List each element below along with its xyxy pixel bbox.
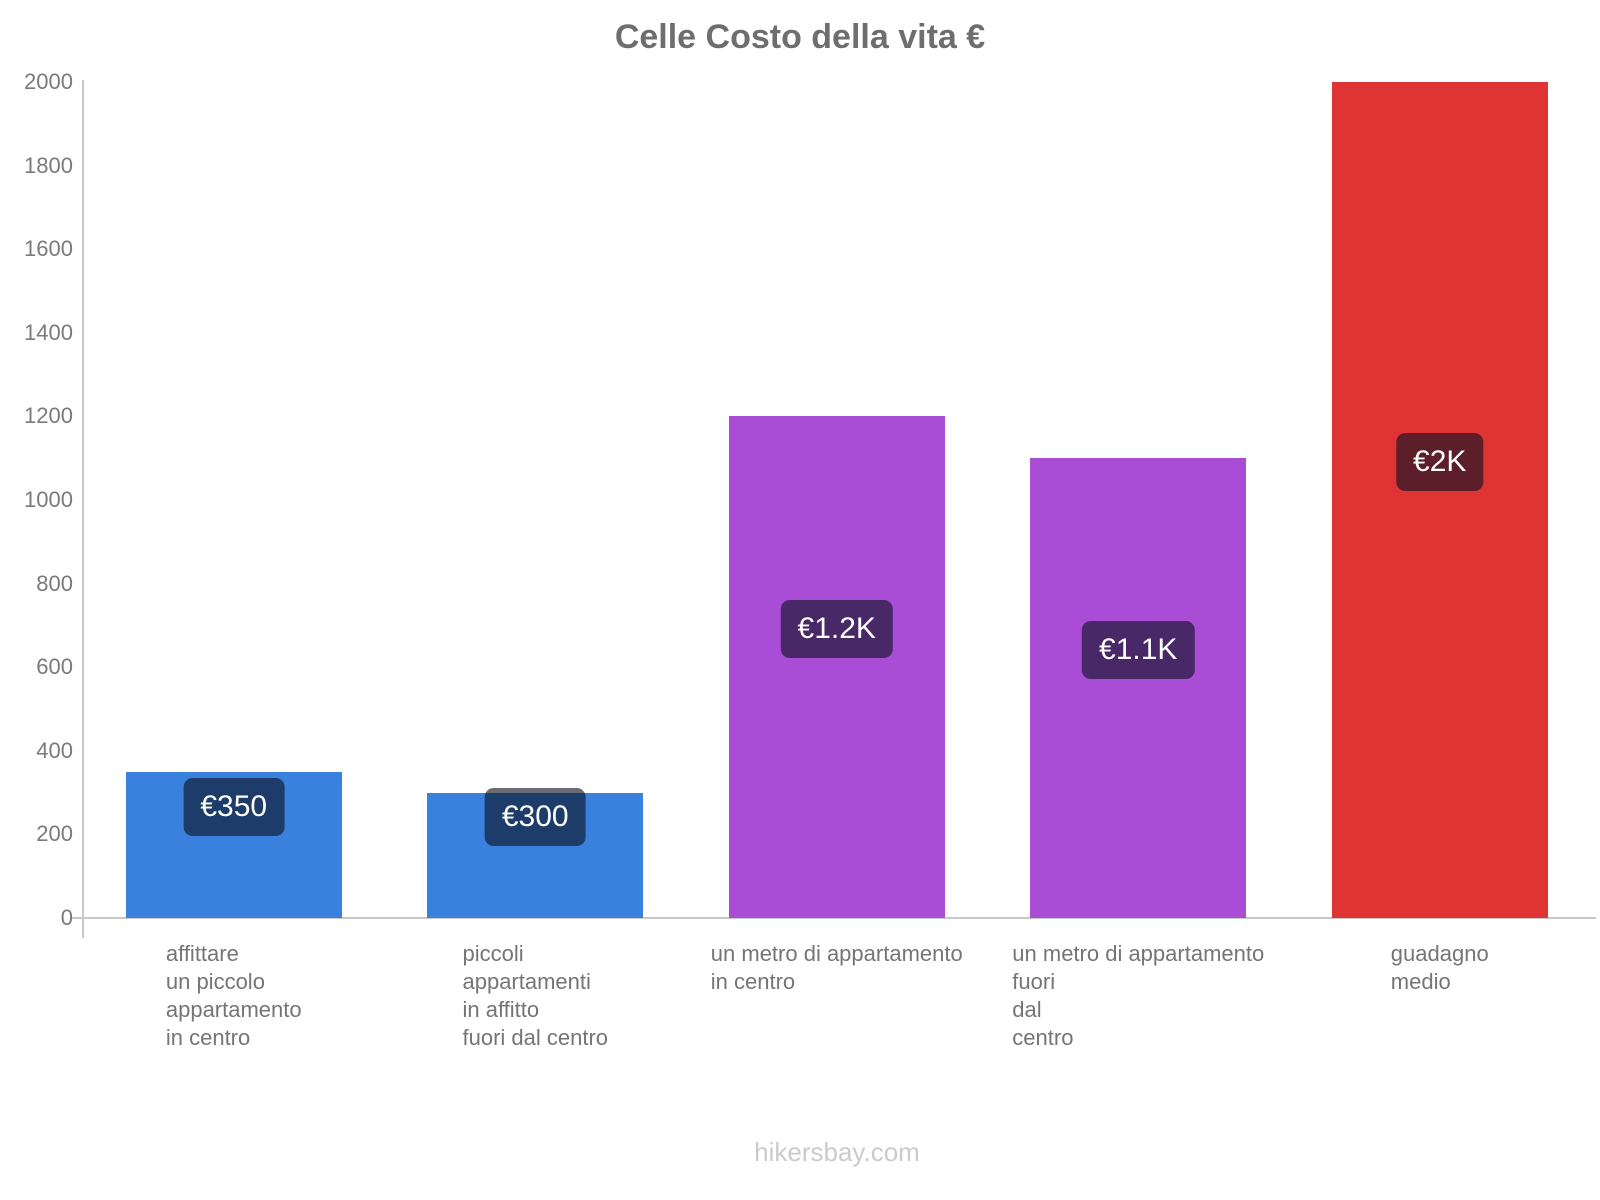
x-axis-label-line: dal <box>1012 997 1042 1022</box>
x-axis-label-line: appartamento <box>165 997 302 1022</box>
y-axis-tick-label: 0 <box>60 905 73 930</box>
value-badge: €300 <box>484 788 586 847</box>
x-axis-label: un metro di appartamento in centro <box>711 940 963 996</box>
y-axis-tick-label: 400 <box>36 737 73 763</box>
y-axis-tick-label: 1200 <box>24 403 73 429</box>
x-axis-label-line: in centro <box>165 1025 251 1050</box>
value-badge: €1.1K <box>1082 621 1195 680</box>
y-axis-tick-label: 600 <box>36 654 73 680</box>
x-axis-line <box>70 917 1596 919</box>
x-axis-label-line: fuori <box>1012 969 1056 994</box>
y-axis-tick-label: 1400 <box>24 319 73 345</box>
x-axis-label-line: un metro di appartamento <box>1012 941 1265 966</box>
value-badge: €2K <box>1396 433 1484 491</box>
y-axis-tick-label: 1000 <box>24 487 73 512</box>
bar-m2-centro[interactable] <box>728 416 945 918</box>
x-axis-label-line: centro <box>1012 1025 1074 1050</box>
y-axis-tick-label: 1600 <box>24 236 73 262</box>
x-axis-label-line: in affitto <box>462 997 540 1022</box>
x-axis-label-line: appartamenti <box>462 969 591 994</box>
y-axis-tick-label: 2000 <box>24 69 73 94</box>
chart-title: Celle Costo della vita € <box>614 18 986 56</box>
x-axis-label: guadagno medio <box>1391 940 1489 996</box>
x-axis-label-line: un piccolo <box>165 969 265 994</box>
y-axis-tick-label: 200 <box>36 821 73 847</box>
x-axis-label-line: medio <box>1390 969 1451 994</box>
x-axis-label-line: piccoli <box>462 941 524 966</box>
x-axis-label: piccoli appartamenti in affitto fuori dal c… <box>462 940 608 1052</box>
x-axis-label-line: affittare <box>165 941 239 966</box>
x-axis-label: un metro di appartamento fuori dal centro <box>1012 940 1264 1052</box>
y-axis-tick-label: 800 <box>36 570 73 596</box>
x-axis-label-line: guadagno <box>1390 941 1489 966</box>
x-axis-label-line: un metro di appartamento <box>710 941 963 966</box>
y-axis-tick-label: 1800 <box>24 152 73 178</box>
y-axis-line <box>82 80 84 938</box>
value-badge: €350 <box>183 777 285 836</box>
x-axis-label-line: in centro <box>710 969 796 994</box>
x-axis-label: affittare un piccolo appartamento in centro <box>166 940 302 1052</box>
bar-m2-fuori-centro[interactable] <box>1030 458 1247 918</box>
x-axis-label-line: fuori dal centro <box>462 1025 609 1050</box>
bar-guadagno-medio[interactable] <box>1331 82 1548 918</box>
value-badge: €1.2K <box>780 600 893 659</box>
footer-watermark: hikersbay.com <box>754 1137 920 1167</box>
